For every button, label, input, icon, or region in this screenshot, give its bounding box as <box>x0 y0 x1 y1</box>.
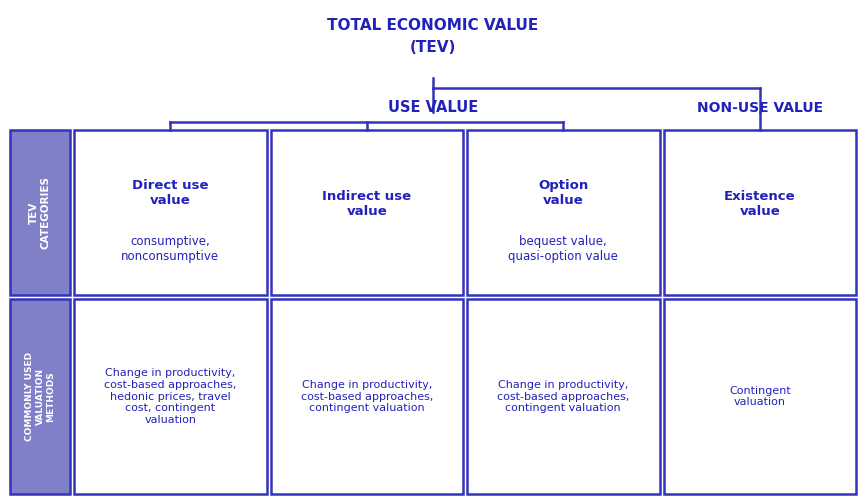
FancyBboxPatch shape <box>663 130 856 295</box>
Text: Option
value: Option value <box>538 179 588 207</box>
Text: COMMONLY USED
VALUATION
METHODS: COMMONLY USED VALUATION METHODS <box>25 352 55 441</box>
FancyBboxPatch shape <box>270 130 463 295</box>
FancyBboxPatch shape <box>467 299 660 494</box>
Text: Indirect use
value: Indirect use value <box>322 190 411 218</box>
FancyBboxPatch shape <box>74 299 267 494</box>
Text: Existence
value: Existence value <box>724 190 796 218</box>
FancyBboxPatch shape <box>74 130 267 295</box>
Text: Change in productivity,
cost-based approaches,
contingent valuation: Change in productivity, cost-based appro… <box>497 380 630 413</box>
Text: TEV
CATEGORIES: TEV CATEGORIES <box>29 176 51 249</box>
Text: bequest value,
quasi-option value: bequest value, quasi-option value <box>508 235 618 263</box>
FancyBboxPatch shape <box>10 130 70 295</box>
FancyBboxPatch shape <box>10 299 70 494</box>
Text: TOTAL ECONOMIC VALUE: TOTAL ECONOMIC VALUE <box>327 19 539 33</box>
FancyBboxPatch shape <box>467 130 660 295</box>
Text: NON-USE VALUE: NON-USE VALUE <box>696 101 823 115</box>
Text: consumptive,
nonconsumptive: consumptive, nonconsumptive <box>121 235 219 263</box>
Text: Change in productivity,
cost-based approaches,
contingent valuation: Change in productivity, cost-based appro… <box>301 380 433 413</box>
FancyBboxPatch shape <box>663 299 856 494</box>
Text: Contingent
valuation: Contingent valuation <box>729 386 791 407</box>
Text: Change in productivity,
cost-based approaches,
hedonic prices, travel
cost, cont: Change in productivity, cost-based appro… <box>104 368 236 425</box>
Text: (TEV): (TEV) <box>410 40 456 55</box>
Text: Direct use
value: Direct use value <box>132 179 209 207</box>
FancyBboxPatch shape <box>270 299 463 494</box>
Text: USE VALUE: USE VALUE <box>388 100 478 115</box>
